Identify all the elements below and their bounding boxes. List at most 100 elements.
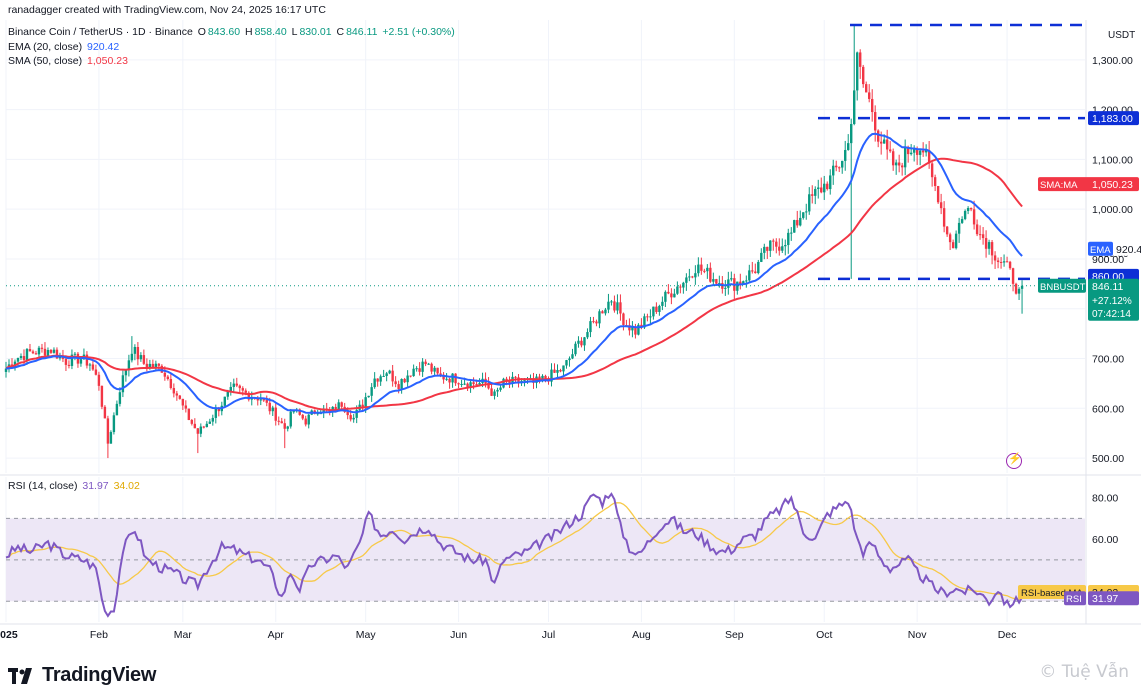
candle-body: [103, 406, 107, 419]
candle-body: [814, 189, 817, 196]
candle-body: [577, 340, 580, 344]
last-price-tag-bg: [1088, 278, 1139, 321]
rsi-legend-label: RSI (14, close): [8, 480, 78, 492]
candle-body: [903, 146, 907, 168]
flash-icon[interactable]: [1006, 452, 1022, 469]
candle-body: [811, 194, 814, 196]
candle-body: [211, 417, 215, 422]
price-tick-label: 700.00: [1092, 354, 1124, 366]
price-unit-label: USDT: [1108, 30, 1135, 41]
candle-body: [628, 325, 631, 331]
candle-body: [463, 383, 466, 385]
candle-body: [972, 209, 976, 225]
candle-body: [499, 387, 502, 390]
candle-body: [466, 383, 469, 388]
candle-body: [562, 365, 565, 372]
candle-body: [987, 242, 991, 249]
candle-body: [838, 167, 841, 169]
candle-body: [370, 387, 373, 396]
candle-body: [933, 177, 937, 187]
candle-body: [544, 375, 547, 380]
candle-body: [745, 280, 748, 282]
candle-body: [139, 355, 143, 360]
candle-body: [885, 139, 889, 150]
sma-tag-bg: [1038, 177, 1139, 192]
candle-body: [109, 432, 113, 444]
candle-body: [984, 238, 988, 249]
candle-body: [244, 390, 247, 393]
candle-body: [610, 301, 613, 303]
candle-body: [906, 146, 910, 155]
rsi-ma-legend-value: 34.02: [113, 480, 140, 492]
candle-body: [772, 240, 775, 242]
candle-body: [915, 149, 919, 155]
candle-body: [454, 373, 457, 384]
candle-body: [412, 368, 415, 377]
candle-body: [94, 369, 98, 375]
candle-body: [184, 405, 188, 409]
open-value: 843.60: [207, 26, 241, 38]
candle-body: [670, 293, 673, 298]
candle-body: [376, 378, 379, 382]
candle-body: [106, 418, 110, 444]
candle-body: [622, 313, 625, 325]
candle-body: [924, 150, 928, 153]
time-axis-label: Aug: [632, 629, 651, 641]
candle-body: [957, 222, 961, 234]
candle-body: [787, 232, 790, 246]
candle-body: [364, 397, 367, 408]
sma-tag-value: 1,050.23: [1092, 179, 1133, 191]
candle-body: [850, 124, 853, 144]
candle-body: [136, 346, 140, 360]
ema-legend[interactable]: EMA (20, close) 920.42: [8, 41, 121, 53]
change-value: +2.51 (+0.30%): [382, 26, 455, 38]
candle-body: [996, 260, 1000, 262]
watermark-text: © Tuệ Vẫn: [1039, 662, 1129, 682]
candle-body: [802, 212, 805, 218]
candle-body: [196, 428, 200, 434]
candle-body: [16, 358, 20, 362]
candle-body: [601, 311, 604, 314]
rsi-legend[interactable]: RSI (14, close) 31.97 34.02: [8, 480, 142, 492]
candle-body: [1014, 283, 1018, 294]
candle-body: [930, 163, 934, 178]
rsi-ma-tag-name: RSI-based MA: [1021, 588, 1083, 599]
last-price-value: 846.11: [1092, 281, 1123, 293]
candle-body: [352, 417, 355, 420]
rsi-tick-label: 80.00: [1092, 493, 1118, 505]
candle-body: [262, 399, 265, 401]
candle-body: [817, 187, 820, 190]
sma-legend[interactable]: SMA (50, close) 1,050.23: [8, 55, 130, 67]
candle-body: [592, 321, 595, 323]
candle-body: [436, 367, 439, 374]
symbol-name: Binance Coin / TetherUS · 1D · Binance: [8, 26, 193, 38]
candle-body: [832, 165, 835, 176]
candle-body: [775, 241, 778, 247]
candle-body: [730, 278, 733, 280]
tradingview-logo[interactable]: TradingView: [8, 664, 156, 687]
candle-body: [856, 52, 859, 91]
candle-body: [778, 246, 781, 251]
ema-tag-name: EMA: [1090, 245, 1111, 256]
candle-body: [433, 367, 436, 372]
candle-body: [442, 374, 445, 380]
candle-body: [769, 240, 772, 251]
candle-body: [490, 388, 493, 396]
candle-body: [97, 374, 101, 386]
candle-body: [487, 383, 490, 389]
candle-body: [115, 403, 119, 416]
candle-body: [754, 271, 757, 274]
candle-body: [4, 368, 8, 372]
candle-body: [373, 378, 376, 388]
candle-body: [49, 349, 53, 353]
candle-body: [921, 150, 925, 153]
candle-body: [193, 423, 197, 429]
candle-body: [1005, 261, 1009, 263]
candle-body: [613, 301, 616, 311]
candle-body: [202, 426, 206, 428]
candle-body: [945, 226, 949, 235]
candle-body: [942, 208, 946, 227]
candle-body: [322, 408, 325, 414]
candle-body: [604, 309, 607, 314]
candle-body: [532, 378, 535, 383]
